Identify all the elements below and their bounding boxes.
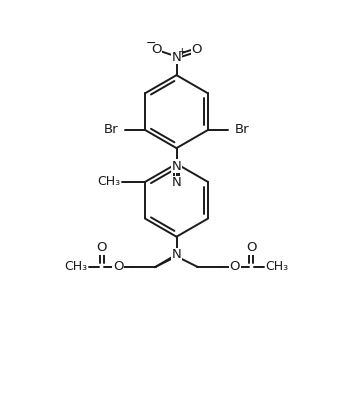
Text: O: O (229, 260, 240, 273)
Text: O: O (151, 43, 162, 56)
Text: Br: Br (103, 123, 118, 137)
Text: O: O (246, 241, 257, 254)
Text: CH₃: CH₃ (265, 260, 289, 273)
Text: N: N (172, 50, 181, 64)
Text: N: N (172, 160, 181, 173)
Text: −: − (145, 37, 156, 50)
Text: O: O (96, 241, 107, 254)
Text: O: O (191, 43, 202, 56)
Text: CH₃: CH₃ (97, 175, 120, 189)
Text: +: + (178, 46, 186, 56)
Text: N: N (172, 248, 181, 261)
Text: CH₃: CH₃ (64, 260, 88, 273)
Text: Br: Br (235, 123, 250, 137)
Text: O: O (113, 260, 124, 273)
Text: N: N (172, 176, 181, 189)
